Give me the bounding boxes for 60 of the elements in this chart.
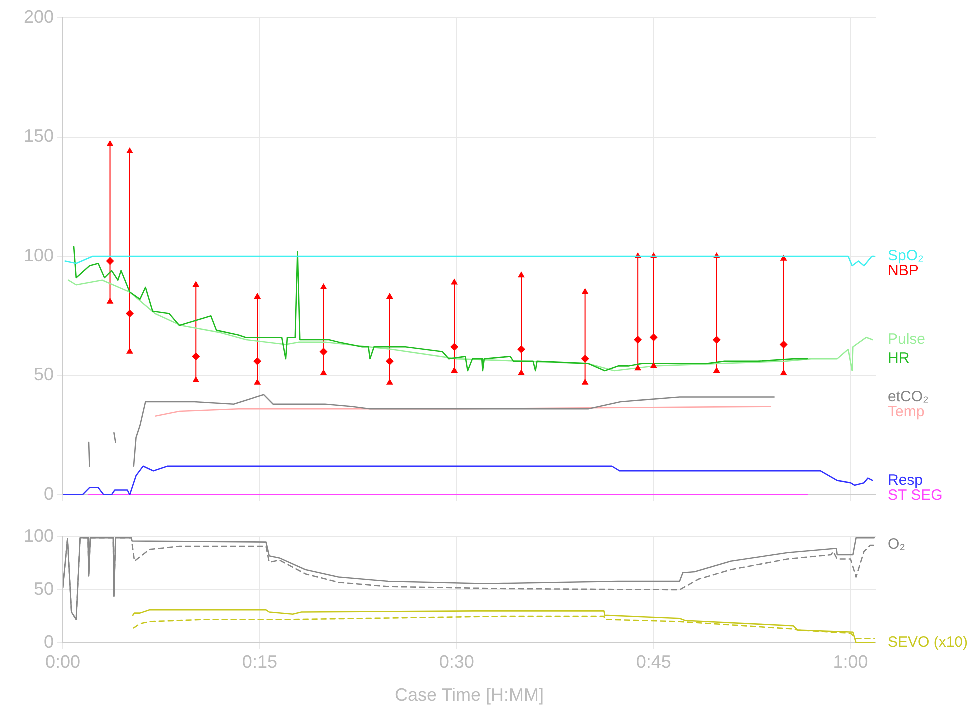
y-tick-label: 100 (24, 526, 54, 546)
point (320, 369, 328, 376)
point (254, 378, 262, 385)
y-tick-label: 0 (44, 632, 54, 652)
point (386, 378, 394, 385)
text: Temp (888, 403, 925, 420)
x-tick-label: 0:00 (45, 652, 81, 672)
point (386, 293, 394, 300)
text: HR (888, 350, 910, 368)
point (192, 352, 200, 361)
y-tick-label: 200 (24, 6, 54, 27)
point (634, 336, 642, 344)
point (713, 366, 720, 373)
point (254, 357, 262, 366)
point (106, 140, 114, 146)
point (518, 369, 525, 376)
x-tick-label: 1:00 (833, 652, 868, 672)
x-tick-label: 0:45 (636, 652, 672, 672)
series-label: Resp (888, 472, 924, 489)
point (451, 278, 458, 285)
point (254, 293, 262, 300)
point (126, 310, 134, 318)
point (192, 281, 200, 288)
point (780, 340, 788, 349)
series-label: SEVO (x10) (888, 634, 968, 652)
y-tick-label: 50 (34, 578, 54, 599)
point (192, 376, 200, 383)
series-label: O₂ (888, 536, 906, 554)
x-axis-title: Case Time [H:MM] (394, 685, 544, 706)
x-tick-label: 0:15 (242, 652, 278, 672)
point (582, 288, 589, 294)
text: etCO₂ (888, 388, 930, 406)
point (106, 298, 114, 304)
point (650, 334, 658, 342)
point (386, 357, 394, 366)
point (517, 346, 526, 354)
point (780, 369, 788, 376)
series-label: Pulse (888, 331, 926, 348)
point (106, 257, 114, 266)
point (451, 366, 458, 373)
text: NBP (888, 262, 919, 280)
point (712, 336, 721, 344)
point (634, 364, 642, 371)
point (320, 348, 328, 356)
text: ST SEG (888, 486, 943, 504)
series-label: SpO₂ (888, 248, 924, 265)
point (126, 348, 134, 354)
point (450, 343, 459, 352)
point (518, 272, 525, 278)
point (581, 355, 590, 364)
y-tick-label: 50 (34, 364, 54, 385)
point (320, 284, 328, 290)
y-tick-label: 0 (44, 484, 54, 504)
point (582, 378, 589, 385)
y-tick-label: 100 (24, 245, 54, 266)
point (780, 254, 788, 261)
y-tick-label: 150 (24, 126, 54, 146)
point (126, 148, 134, 154)
x-tick-label: 0:30 (439, 652, 474, 672)
point (650, 362, 658, 368)
